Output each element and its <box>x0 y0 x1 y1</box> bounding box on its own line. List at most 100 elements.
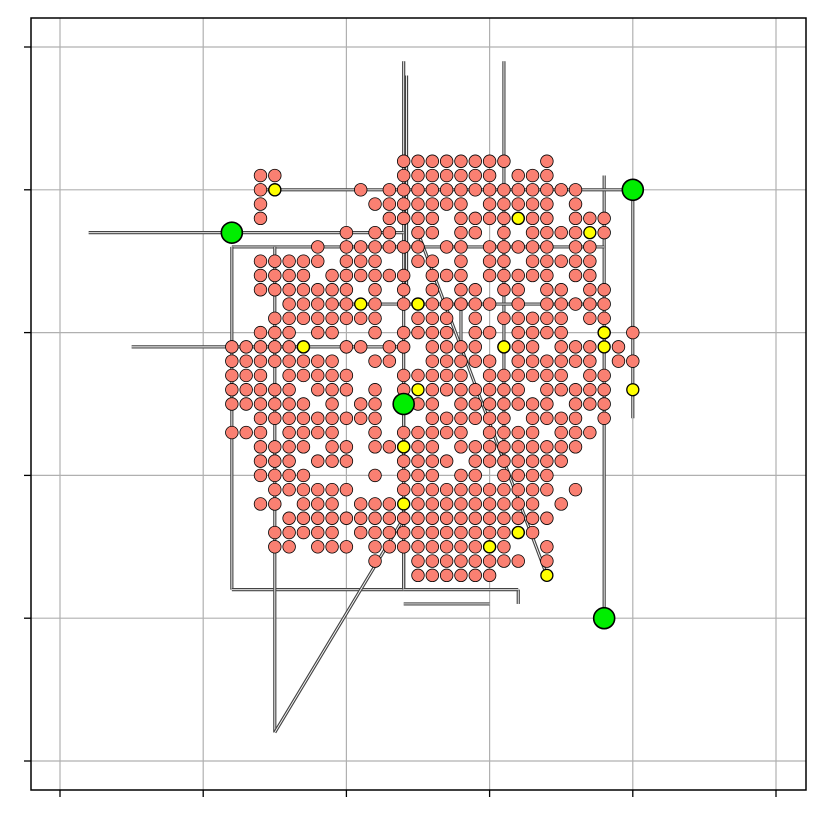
cell-point <box>525 368 540 383</box>
cell-point <box>540 311 554 326</box>
cell-point <box>497 540 511 554</box>
cell-point <box>325 311 339 326</box>
cell-point <box>282 354 296 368</box>
cell-point <box>439 482 454 497</box>
junction-point <box>411 383 425 397</box>
cell-point <box>468 325 482 340</box>
cell-point <box>339 454 354 468</box>
cell-point <box>454 197 468 211</box>
cell-point <box>454 368 468 383</box>
cell-point <box>468 383 482 397</box>
cell-point <box>511 468 525 483</box>
cell-point <box>525 482 540 497</box>
cell-point <box>468 397 482 411</box>
cell-point <box>468 482 482 497</box>
cell-point <box>282 425 296 440</box>
cell-point <box>339 254 354 268</box>
cell-point <box>511 511 525 525</box>
cell-point <box>296 283 311 297</box>
cell-point <box>482 254 497 268</box>
cell-point <box>268 525 282 540</box>
cell-point <box>583 397 597 411</box>
cell-point <box>296 525 311 540</box>
cell-point <box>325 425 339 440</box>
cell-point <box>339 340 354 354</box>
cell-point <box>511 425 525 440</box>
cell-point <box>425 383 440 397</box>
cell-point <box>325 482 339 497</box>
cell-point <box>325 325 339 340</box>
cell-point <box>568 197 583 211</box>
cell-point <box>583 268 597 283</box>
cell-point <box>468 568 482 583</box>
cell-point <box>525 225 540 240</box>
cell-point <box>439 540 454 554</box>
cell-point <box>482 168 497 183</box>
cell-point <box>482 211 497 226</box>
cell-point <box>554 311 568 326</box>
cell-point <box>325 540 339 554</box>
cell-point <box>482 154 497 168</box>
cell-point <box>382 240 397 254</box>
cell-point <box>382 354 397 368</box>
cell-point <box>454 554 468 568</box>
cell-point <box>268 283 282 297</box>
cell-point <box>368 440 382 454</box>
cell-point <box>354 525 368 540</box>
cell-point <box>554 354 568 368</box>
cell-point <box>368 283 382 297</box>
terminal-point <box>621 178 645 202</box>
cell-point <box>468 411 482 425</box>
cell-point <box>396 168 411 183</box>
cell-point <box>482 383 497 397</box>
cell-point <box>339 383 354 397</box>
cell-point <box>497 197 511 211</box>
cell-point <box>540 468 554 483</box>
cell-point <box>411 482 425 497</box>
cell-point <box>325 411 339 425</box>
cell-point <box>482 440 497 454</box>
cell-point <box>368 297 382 311</box>
cell-point <box>282 540 296 554</box>
cell-point <box>540 554 554 568</box>
cell-point <box>339 482 354 497</box>
cell-point <box>454 540 468 554</box>
cell-point <box>368 325 382 340</box>
cell-point <box>382 268 397 283</box>
cell-point <box>411 540 425 554</box>
cell-point <box>382 183 397 197</box>
junctions <box>268 183 640 583</box>
cell-point <box>568 297 583 311</box>
cell-point <box>482 425 497 440</box>
cell-point <box>454 397 468 411</box>
cell-point <box>311 297 325 311</box>
cell-point <box>268 354 282 368</box>
cell-point <box>454 511 468 525</box>
cell-point <box>454 354 468 368</box>
cells <box>225 154 640 583</box>
cell-point <box>511 240 525 254</box>
cell-point <box>525 183 540 197</box>
cell-point <box>540 283 554 297</box>
cell-point <box>368 425 382 440</box>
cell-point <box>325 297 339 311</box>
cell-point <box>311 368 325 383</box>
cell-point <box>482 411 497 425</box>
cell-point <box>597 368 611 383</box>
cell-point <box>354 497 368 511</box>
cell-point <box>354 411 368 425</box>
cell-point <box>396 325 411 340</box>
cell-point <box>425 254 440 268</box>
cell-point <box>396 425 411 440</box>
cell-point <box>439 425 454 440</box>
cell-point <box>468 540 482 554</box>
cell-point <box>511 554 525 568</box>
cell-point <box>525 425 540 440</box>
wire-core <box>417 232 548 576</box>
cell-point <box>497 468 511 483</box>
cell-point <box>468 225 482 240</box>
cell-point <box>325 511 339 525</box>
cell-point <box>568 411 583 425</box>
cell-point <box>554 368 568 383</box>
cell-point <box>525 440 540 454</box>
